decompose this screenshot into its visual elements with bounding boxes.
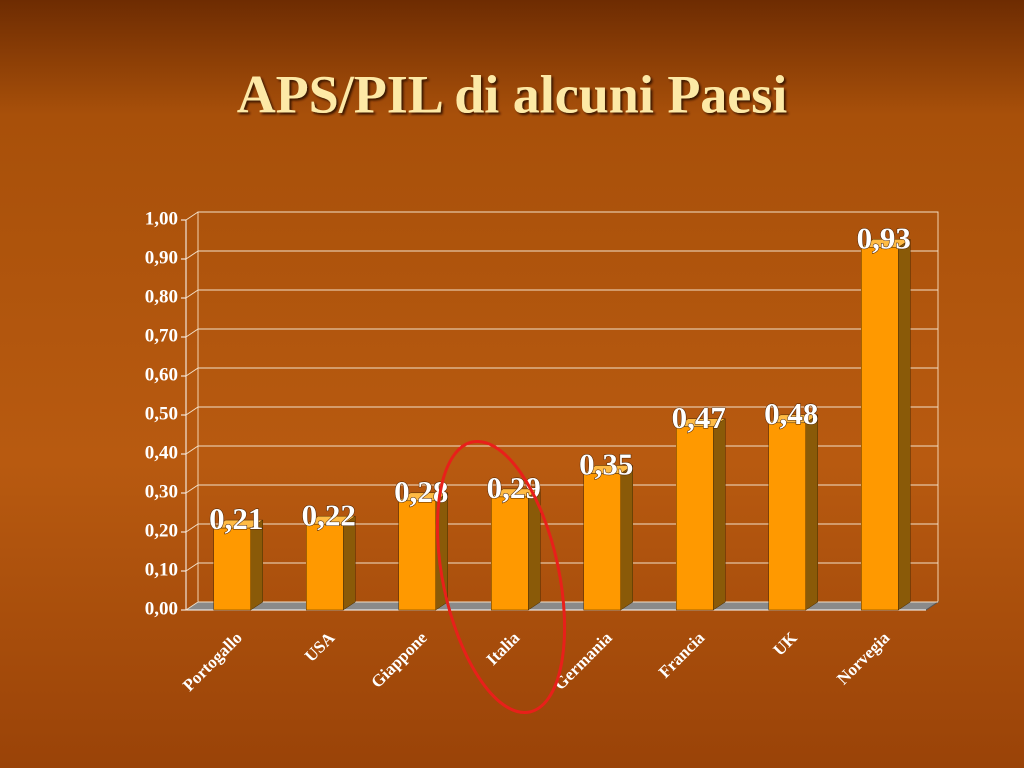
bar	[398, 500, 436, 611]
bar-side	[805, 414, 818, 611]
y-tick-label: 0,20	[145, 520, 178, 541]
y-tick-label: 1,00	[145, 208, 178, 229]
bar-side	[713, 418, 726, 611]
y-tick-label: 0,10	[145, 559, 178, 580]
bar	[306, 523, 344, 611]
plot: 0,00 0,10 0,20 0,30 0,40 0,50 0,60 0,70 0,80 0,90…	[145, 208, 940, 695]
y-tick-label: 0,40	[145, 442, 178, 463]
bar-side	[620, 465, 633, 611]
y-tick-label: 0,60	[145, 364, 178, 385]
grid-line-side	[185, 367, 199, 377]
floor	[184, 601, 940, 611]
bar	[768, 422, 806, 611]
grid-line-side	[185, 289, 199, 299]
highlight-ellipse	[435, 439, 567, 715]
bar	[676, 426, 714, 611]
y-tick-label: 0,80	[145, 286, 178, 307]
value-label: 0,93	[857, 220, 911, 255]
y-tick-label: 0,50	[145, 403, 178, 424]
grid-line-side	[185, 601, 199, 611]
bar	[583, 473, 621, 611]
value-label: 0,47	[672, 400, 726, 435]
grid-line-side	[185, 445, 199, 455]
y-tick-label: 0,70	[145, 325, 178, 346]
value-label: 0,48	[764, 396, 818, 431]
bar	[861, 247, 899, 611]
value-label: 0,29	[487, 470, 541, 505]
grid-line-side	[185, 250, 199, 260]
grid-line-side	[185, 406, 199, 416]
value-label: 0,22	[302, 497, 356, 532]
y-tick-label: 0,00	[145, 598, 178, 619]
bar	[491, 496, 529, 611]
grid-line-side	[185, 562, 199, 572]
bar-side	[898, 238, 911, 611]
grid-line-side	[185, 484, 199, 494]
bar	[213, 527, 251, 611]
chart-title: APS/PIL di alcuni Paesi	[237, 64, 788, 124]
y-tick-label: 0,30	[145, 481, 178, 502]
grid-line-side	[185, 328, 199, 338]
value-label: 0,35	[579, 447, 633, 482]
grid-line-side	[185, 523, 199, 533]
value-label: 0,21	[209, 501, 263, 536]
y-tick-label: 0,90	[145, 247, 178, 268]
grid-line-side	[185, 211, 199, 221]
